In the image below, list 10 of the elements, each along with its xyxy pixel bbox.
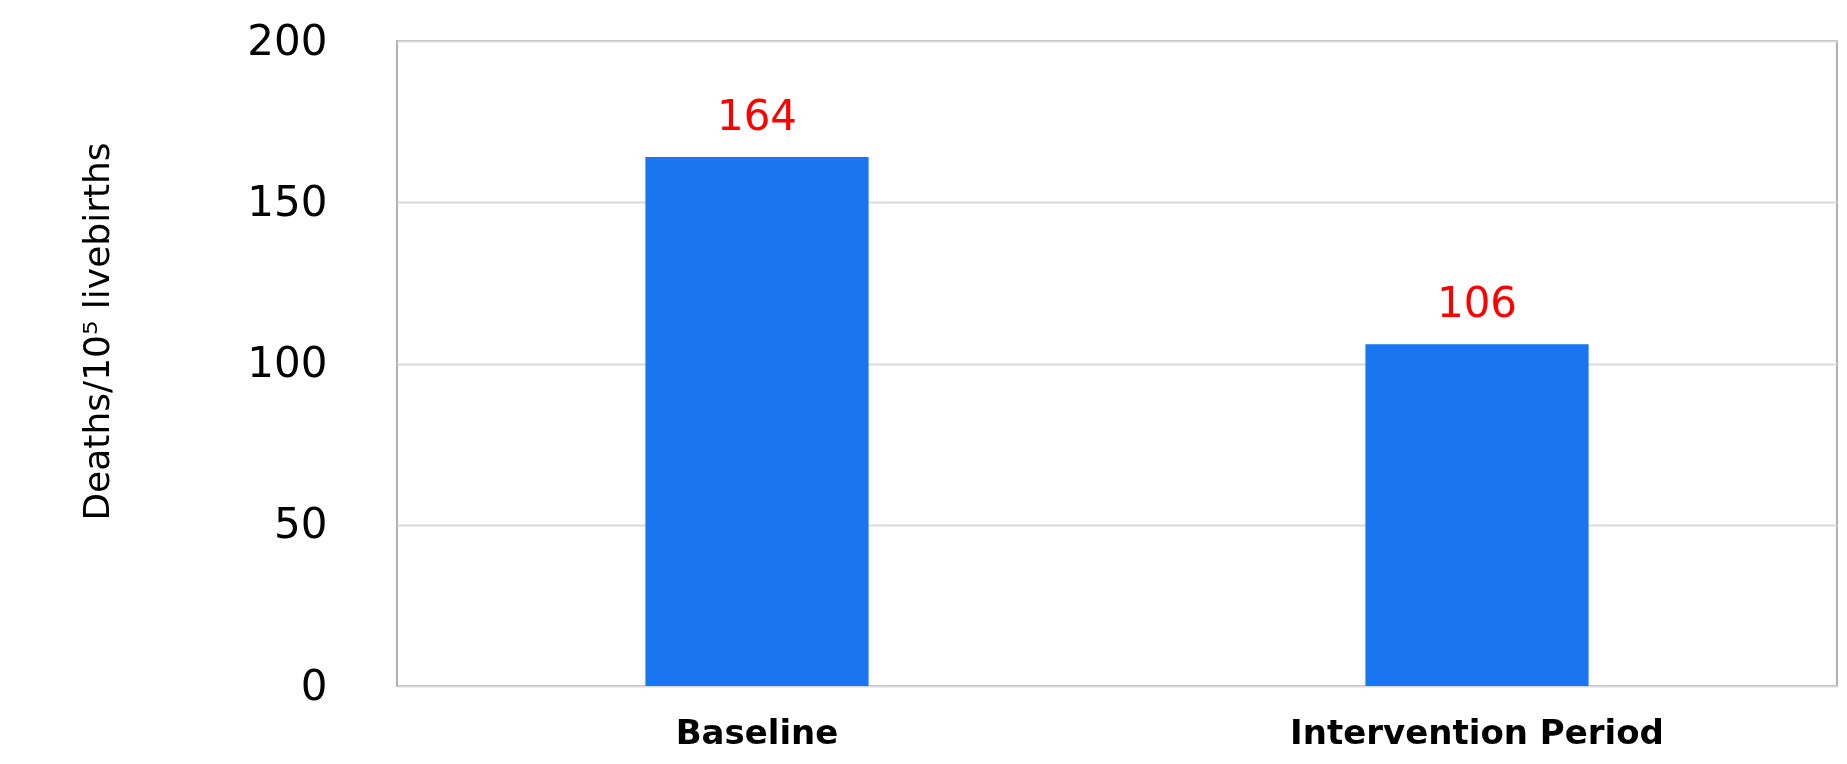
y-axis-title: Deaths/10⁵ livebirths	[76, 142, 118, 521]
y-tick-label: 100	[247, 338, 328, 387]
x-tick-label: Intervention Period	[1290, 711, 1664, 752]
y-tick-label: 150	[247, 176, 328, 226]
data-label: 106	[1436, 278, 1518, 328]
y-tick-label: 50	[274, 499, 328, 549]
y-tick-label: 0	[300, 660, 328, 710]
y-tick-label: 200	[247, 15, 328, 65]
x-tick-label: Baseline	[675, 711, 839, 752]
data-label: 164	[716, 91, 798, 141]
